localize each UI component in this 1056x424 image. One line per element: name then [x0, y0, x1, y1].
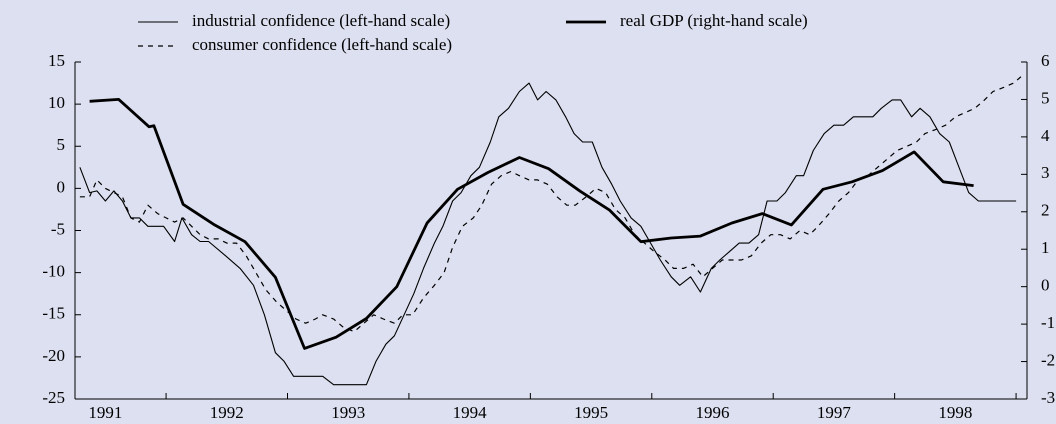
- y2-tick-label: -1: [1041, 313, 1055, 332]
- y-tick-label: 5: [57, 135, 66, 154]
- y-tick-label: 0: [57, 177, 66, 196]
- y-tick-label: -25: [42, 388, 65, 407]
- y2-tick-label: 0: [1041, 276, 1050, 295]
- y2-tick-label: -3: [1041, 388, 1055, 407]
- legend-label: real GDP (right-hand scale): [620, 11, 808, 30]
- y2-tick-label: 6: [1041, 51, 1050, 70]
- y2-tick-label: 4: [1041, 126, 1050, 145]
- y-tick-label: -20: [42, 346, 65, 365]
- y-tick-label: -10: [42, 262, 65, 281]
- legend-label: consumer confidence (left-hand scale): [192, 35, 452, 54]
- x-tick-label: 1996: [696, 403, 730, 422]
- y2-tick-label: 5: [1041, 88, 1050, 107]
- x-tick-label: 1995: [574, 403, 608, 422]
- x-tick-label: 1994: [453, 403, 488, 422]
- y-tick-label: 15: [48, 51, 65, 70]
- series-line: [89, 98, 974, 350]
- series-line: [79, 82, 1017, 386]
- y2-tick-label: 3: [1041, 163, 1050, 182]
- x-tick-label: 1993: [331, 403, 365, 422]
- y2-tick-label: 1: [1041, 238, 1050, 257]
- y-tick-label: 10: [48, 93, 65, 112]
- y-tick-label: -5: [51, 219, 65, 238]
- x-tick-label: 1991: [88, 403, 122, 422]
- x-tick-label: 1992: [210, 403, 244, 422]
- y-tick-label: -15: [42, 304, 65, 323]
- y2-tick-label: -2: [1041, 350, 1055, 369]
- y2-tick-label: 2: [1041, 201, 1050, 220]
- x-tick-label: 1998: [938, 403, 972, 422]
- legend-label: industrial confidence (left-hand scale): [192, 11, 450, 30]
- x-tick-label: 1997: [817, 403, 852, 422]
